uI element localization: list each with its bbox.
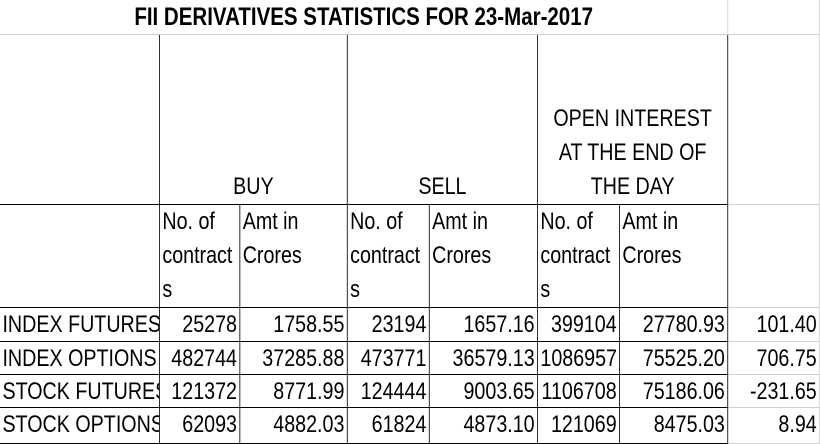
group-header: BUY: [159, 35, 348, 205]
value-cell: 62093: [159, 408, 241, 444]
value-cell: 37285.88: [240, 342, 348, 375]
value-cell: 121372: [159, 375, 241, 408]
sub-header: Amt in Crores: [240, 205, 348, 308]
value-cell: 399104: [537, 308, 620, 342]
row-label: INDEX OPTIONS: [0, 342, 160, 375]
value-cell: 27780.93: [619, 308, 729, 342]
value-cell: 124444: [347, 375, 430, 408]
value-cell: 706.75: [728, 342, 820, 375]
value-cell: 101.40: [728, 308, 820, 342]
sub-header: No. of contracts: [159, 205, 241, 308]
group-header: SELL: [347, 35, 538, 205]
value-cell: 1758.55: [240, 308, 348, 342]
row-label: INDEX FUTURES: [0, 308, 160, 342]
value-cell: 61824: [347, 408, 430, 444]
value-cell: 1106708: [537, 375, 620, 408]
value-cell: 75525.20: [619, 342, 729, 375]
value-cell: 8771.99: [240, 375, 348, 408]
value-cell: 473771: [347, 342, 430, 375]
value-cell: 8475.03: [619, 408, 729, 444]
empty-cell: [0, 35, 160, 205]
sub-header: No. of contracts: [347, 205, 430, 308]
value-cell: 121069: [537, 408, 620, 444]
empty-cell: [728, 205, 820, 308]
title: FII DERIVATIVES STATISTICS FOR 23-Mar-20…: [0, 0, 729, 35]
empty-cell: [728, 35, 820, 205]
row-label: STOCK OPTIONS: [0, 408, 160, 444]
value-cell: -231.65: [728, 375, 820, 408]
value-cell: 9003.65: [429, 375, 538, 408]
row-label: STOCK FUTURES: [0, 375, 160, 408]
value-cell: 4873.10: [429, 408, 538, 444]
sub-header: Amt in Crores: [429, 205, 538, 308]
value-cell: 1086957: [537, 342, 620, 375]
value-cell: 23194: [347, 308, 430, 342]
value-cell: 25278: [159, 308, 241, 342]
value-cell: 36579.13: [429, 342, 538, 375]
value-cell: 482744: [159, 342, 241, 375]
group-header: OPEN INTEREST AT THE END OF THE DAY: [537, 35, 729, 205]
value-cell: 1657.16: [429, 308, 538, 342]
value-cell: 8.94: [728, 408, 820, 444]
empty-cell: [0, 205, 160, 308]
sub-header: No. of contracts: [537, 205, 620, 308]
value-cell: 75186.06: [619, 375, 729, 408]
sub-header: Amt in Crores: [619, 205, 729, 308]
empty-cell: [728, 0, 820, 35]
value-cell: 4882.03: [240, 408, 348, 444]
